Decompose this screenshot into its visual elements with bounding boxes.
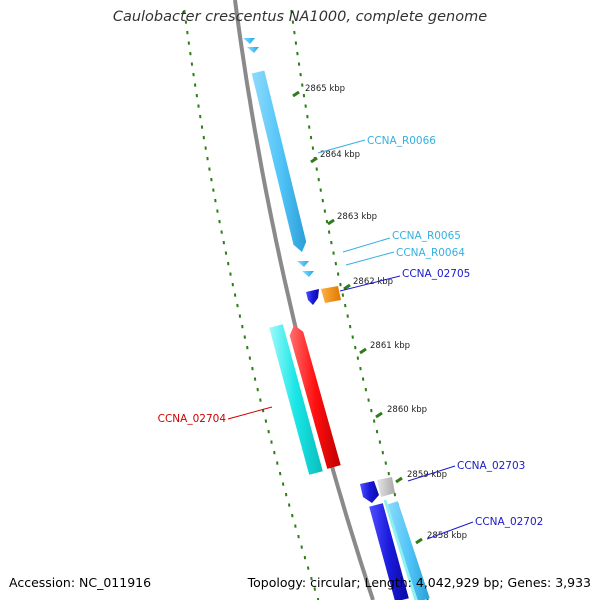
scale-tick (311, 158, 317, 162)
map-title: Caulobacter crescentus NA1000, complete … (0, 9, 600, 25)
accession-text: Accession: NC_011916 (9, 575, 151, 590)
cds-gene-gray (377, 477, 395, 497)
rna-gene-ccna-r0064 (302, 271, 314, 277)
gene-label-ccna-r0066: CCNA_R0066 (367, 135, 436, 147)
genome-summary-text: Topology: circular; Length: 4,042,929 bp… (248, 575, 591, 590)
scale-tick (328, 220, 334, 224)
scale-label: 2864 kbp (320, 150, 360, 160)
gene-label-ccna-02703: CCNA_02703 (457, 460, 525, 472)
scale-label: 2858 kbp (427, 531, 467, 541)
cds-gene-orange (321, 286, 341, 303)
gene-label-ccna-r0064: CCNA_R0064 (396, 247, 465, 259)
cds-gene-ccna-02703 (360, 481, 379, 503)
scale-tick (376, 413, 382, 417)
gene-leader-line (343, 238, 390, 252)
scale-tick (416, 539, 422, 543)
scale-label: 2865 kbp (305, 84, 345, 94)
outer-tick-track (291, 10, 427, 600)
scale-tick (360, 349, 366, 353)
gene-leader-line (228, 407, 272, 419)
gene-label-ccna-02705: CCNA_02705 (402, 268, 470, 280)
scale-label: 2862 kbp (353, 277, 393, 287)
gene-leader-line (346, 252, 394, 265)
rna-gene-chevron (243, 38, 255, 44)
gene-label-ccna-r0065: CCNA_R0065 (392, 230, 461, 242)
gene-label-ccna-02704: CCNA_02704 (158, 413, 227, 425)
scale-tick (293, 92, 299, 96)
scale-label: 2863 kbp (337, 212, 377, 222)
scale-label: 2861 kbp (370, 341, 410, 351)
rna-gene-ccna-r0065 (297, 261, 309, 267)
cds-gene-ccna-02705 (306, 289, 319, 305)
genome-backbone (235, 0, 373, 600)
scale-tick (396, 478, 402, 482)
scale-label: 2860 kbp (387, 405, 427, 415)
gene-label-ccna-02702: CCNA_02702 (475, 516, 543, 528)
rna-gene-chevron (247, 47, 259, 53)
